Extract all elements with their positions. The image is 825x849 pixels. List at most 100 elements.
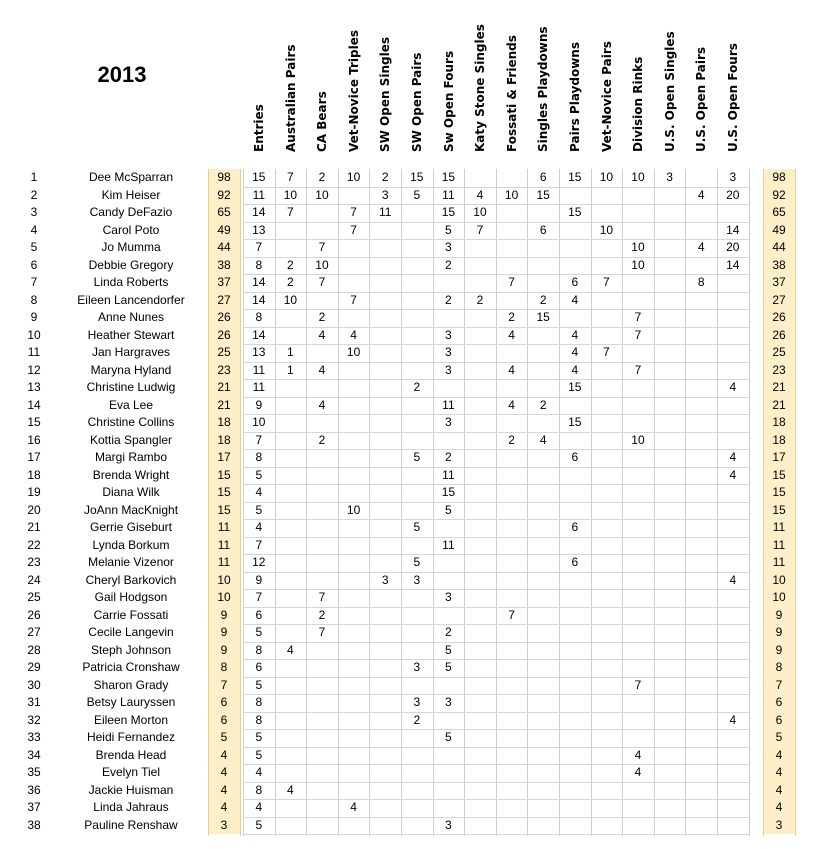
player-name: Brenda Wright: [92, 467, 170, 482]
player-name: Gerrie Giseburt: [89, 520, 173, 534]
score-cell: 4: [255, 520, 263, 534]
score-cell: 8: [255, 257, 263, 272]
score-cell: 10: [631, 240, 645, 254]
total-points-right: 49: [763, 221, 795, 239]
score-cell: 3: [445, 362, 452, 377]
total-points-left: 44: [208, 239, 240, 257]
score-cell: 2: [413, 380, 421, 394]
score-cell: 12: [252, 555, 266, 569]
grid-line: [274, 169, 276, 836]
player-name: Linda Jahraus: [93, 800, 169, 814]
score-cell: 5: [255, 817, 263, 832]
row-divider: [243, 606, 749, 608]
total-points-right: 15: [763, 501, 795, 519]
score-cell: 7: [318, 625, 326, 639]
total-points-right: 38: [763, 256, 795, 274]
score-cell: 15: [568, 380, 582, 394]
score-cell: 5: [255, 747, 263, 762]
score-cell: 3: [413, 695, 421, 709]
row-divider: [243, 676, 749, 678]
score-cell: 4: [255, 800, 263, 814]
total-points-left: 4: [208, 781, 240, 799]
score-cell: 4: [571, 362, 579, 377]
row-divider: [243, 361, 749, 363]
grid-line: [622, 169, 624, 836]
player-name: Lynda Borkum: [92, 537, 170, 552]
score-cell: 5: [255, 677, 263, 692]
score-cell: 4: [318, 397, 326, 412]
player-name: Dee McSparran: [88, 170, 174, 184]
total-points-right: 27: [763, 291, 795, 309]
total-points-right: 4: [763, 746, 795, 764]
row-divider: [243, 799, 749, 800]
row-divider: [243, 449, 749, 450]
score-cell: 7: [508, 275, 515, 289]
total-points-left: 17: [208, 449, 240, 467]
player-name: Cheryl Barkovich: [85, 572, 177, 587]
score-cell: 2: [318, 170, 326, 184]
total-points-right: 21: [763, 396, 795, 414]
score-cell: 6: [255, 660, 263, 674]
score-cell: 3: [445, 240, 452, 254]
column-header: Vet-Novice Triples: [346, 29, 361, 152]
total-points-left: 92: [208, 186, 240, 204]
total-points-left: 38: [208, 256, 240, 274]
score-cell: 10: [631, 170, 645, 184]
player-name: Heather Stewart: [87, 327, 175, 342]
score-cell: 2: [445, 625, 452, 639]
total-points-left: 6: [208, 694, 240, 712]
row-divider: [243, 641, 749, 643]
column-header: Entries: [252, 104, 266, 152]
rank-cell: 38: [27, 817, 41, 832]
score-cell: 5: [255, 730, 263, 744]
rank-cell: 10: [27, 327, 41, 342]
score-cell: 10: [283, 292, 298, 307]
row-divider: [243, 536, 749, 538]
score-cell: 3: [413, 660, 421, 674]
total-points-left: 26: [208, 309, 240, 327]
grid-line: [748, 169, 750, 836]
total-points-left: 6: [208, 711, 240, 729]
score-cell: 4: [729, 572, 737, 587]
row-divider: [243, 554, 749, 555]
score-cell: 4: [729, 450, 737, 464]
score-cell: 2: [508, 432, 515, 447]
score-cell: 8: [255, 695, 263, 709]
total-points-right: 26: [763, 326, 795, 344]
row-divider: [243, 186, 749, 188]
total-points-left: 9: [208, 624, 240, 642]
score-cell: 13: [252, 345, 266, 359]
total-points-right: 8: [763, 659, 795, 677]
score-cell: 4: [729, 380, 737, 394]
total-points-left: 15: [208, 466, 240, 484]
row-divider: [243, 659, 749, 660]
rank-cell: 16: [27, 432, 41, 447]
score-cell: 7: [318, 590, 326, 604]
rank-cell: 37: [27, 800, 41, 814]
row-divider: [243, 694, 749, 695]
score-cell: 11: [442, 187, 455, 202]
score-cell: 20: [726, 187, 740, 202]
score-cell: 8: [255, 450, 263, 464]
score-cell: 6: [539, 222, 547, 237]
score-cell: 2: [445, 257, 452, 272]
grid-line: [401, 169, 402, 836]
row-divider: [243, 764, 749, 765]
score-cell: 4: [729, 712, 737, 727]
score-cell: 5: [445, 730, 452, 744]
score-cell: 4: [508, 362, 515, 377]
score-cell: 2: [476, 292, 484, 307]
row-divider: [243, 729, 749, 730]
total-points-right: 4: [763, 781, 795, 799]
row-divider: [243, 291, 749, 293]
row-divider: [243, 274, 749, 275]
column-header: Division Rinks: [631, 56, 646, 152]
row-divider: [243, 414, 749, 415]
rank-cell: 26: [27, 607, 41, 622]
rank-cell: 29: [27, 660, 41, 674]
player-name: Evelyn Tiel: [101, 765, 161, 779]
grid-line: [243, 169, 244, 836]
score-cell: 14: [252, 292, 266, 307]
score-cell: 15: [568, 205, 582, 219]
grid-line: [464, 169, 466, 836]
